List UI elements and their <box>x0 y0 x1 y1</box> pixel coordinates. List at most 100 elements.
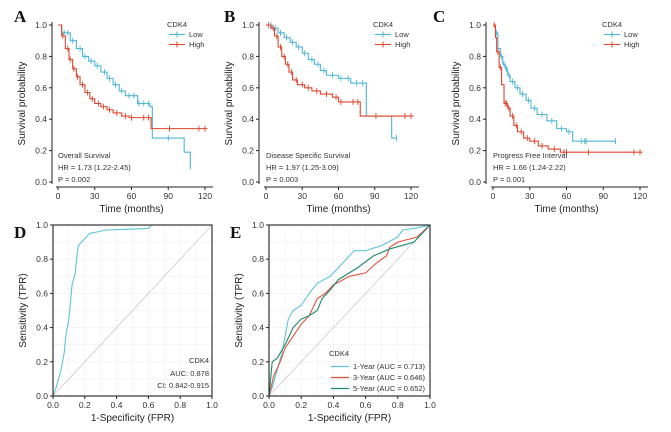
y-axis-label: Survival probability <box>224 62 235 146</box>
y-axis-label: Survival probability <box>451 62 462 146</box>
legend-label-low: Low <box>189 30 203 39</box>
x-tick-label: 0 <box>56 191 61 201</box>
legend-label-high: High <box>624 40 639 49</box>
y-tick-label: 1.0 <box>469 20 481 30</box>
x-tick-label: 0.4 <box>111 400 123 410</box>
y-tick-label: 0.8 <box>469 51 481 61</box>
diagonal-reference-line <box>52 224 213 397</box>
legend-label-high: High <box>189 40 204 49</box>
legend-label-low: Low <box>624 30 638 39</box>
series-line-low <box>58 24 191 167</box>
y-tick-label: 0.4 <box>35 114 47 124</box>
legend-label: 5-Year (AUC = 0.652) <box>353 384 426 393</box>
y-axis-label: Sensitivity (TPR) <box>234 273 245 347</box>
panel-label: B <box>224 7 235 26</box>
panel-label: D <box>14 223 26 242</box>
x-tick-label: 0.2 <box>295 400 307 410</box>
panel-label: C <box>433 7 445 26</box>
y-tick-label: 0.8 <box>252 254 264 264</box>
y-tick-label: 0.0 <box>252 391 264 401</box>
y-tick-label: 1.0 <box>252 220 264 230</box>
series-line-3-year-auc-0-646- <box>268 224 431 397</box>
x-axis-label: Time (months) <box>99 204 163 215</box>
x-tick-label: 60 <box>127 191 137 201</box>
annotation-text: HR = 1.97 (1.25-3.09) <box>266 163 339 172</box>
panel-label: E <box>230 223 241 242</box>
x-tick-label: 0 <box>491 191 496 201</box>
x-tick-label: 0.4 <box>327 400 339 410</box>
x-tick-label: 30 <box>90 191 100 201</box>
y-tick-label: 1.0 <box>36 220 48 230</box>
x-tick-label: 60 <box>334 191 344 201</box>
y-tick-label: 0.4 <box>242 114 254 124</box>
x-tick-label: 30 <box>298 191 308 201</box>
y-tick-label: 1.0 <box>35 20 47 30</box>
y-tick-label: 0.8 <box>242 51 254 61</box>
y-tick-label: 0.8 <box>35 51 47 61</box>
series-line-high <box>266 24 414 117</box>
y-tick-label: 0.2 <box>35 146 47 156</box>
annotation-text: P = 0.002 <box>58 175 90 184</box>
diagonal-reference-line <box>268 224 431 397</box>
x-tick-label: 120 <box>198 191 212 201</box>
x-axis-label: Time (months) <box>534 204 598 215</box>
y-tick-label: 0.2 <box>242 146 254 156</box>
y-tick-label: 0.2 <box>252 357 264 367</box>
y-tick-label: 0.0 <box>469 177 481 187</box>
x-tick-label: 0.6 <box>360 400 372 410</box>
panel-c: C 0 30 60 90 120 0.0 0.2 0.4 0.6 0.8 1.0 Time (month… <box>433 7 648 215</box>
y-axis-label: Survival probability <box>17 62 28 146</box>
x-tick-label: 1.0 <box>424 400 436 410</box>
y-tick-label: 0.4 <box>469 114 481 124</box>
x-tick-label: 90 <box>164 191 174 201</box>
series-line-high <box>58 24 208 130</box>
x-tick-label: 0.0 <box>263 400 275 410</box>
panel-b: B 0 30 60 90 120 0.0 0.2 0.4 0.6 0.8 1.0 Time (month… <box>224 7 419 215</box>
panel-d: D 0.0 0.2 0.4 0.6 0.8 1.0 0.0 0.2 0.4 0.6 0.8 1.0 1-S… <box>14 220 218 424</box>
legend-label-low: Low <box>395 30 409 39</box>
x-axis-label: Time (months) <box>306 204 370 215</box>
y-tick-label: 1.0 <box>242 20 254 30</box>
y-tick-label: 0.8 <box>36 254 48 264</box>
series-line-1-year-auc-0-713- <box>268 224 431 397</box>
series-line-high <box>493 24 643 153</box>
series-line-low <box>493 24 616 142</box>
legend-label: 1-Year (AUC = 0.713) <box>353 362 426 371</box>
x-tick-label: 0.2 <box>79 400 91 410</box>
y-tick-label: 0.2 <box>469 146 481 156</box>
y-tick-label: 0.4 <box>252 323 264 333</box>
y-tick-label: 0.0 <box>35 177 47 187</box>
plot-frame <box>268 224 431 397</box>
legend-title: CDK4 <box>373 20 393 29</box>
series-line-roc <box>52 224 212 397</box>
x-tick-label: 0.8 <box>392 400 404 410</box>
annotation-text: Disease Specific Survival <box>266 151 351 160</box>
x-tick-label: 0.8 <box>174 400 186 410</box>
annotation-text: P = 0.003 <box>266 175 298 184</box>
x-tick-label: 1.0 <box>206 400 218 410</box>
y-tick-label: 0.6 <box>36 288 48 298</box>
legend-entry: AUC: 0.878 <box>170 369 209 378</box>
legend-title: CDK4 <box>329 349 349 358</box>
x-axis-label: 1-Specificity (FPR) <box>91 413 174 424</box>
y-axis-label: Sensitivity (TPR) <box>18 273 29 347</box>
legend-title: CDK4 <box>602 20 622 29</box>
panel-e: E 0.0 0.2 0.4 0.6 0.8 1.0 0.0 0.2 0.4 0.6 0.8 1.0 1-S… <box>230 220 436 424</box>
annotation-text: HR = 1.73 (1.22-2.45) <box>58 163 131 172</box>
panel-label: A <box>14 7 27 26</box>
annotation-text: Overall Survival <box>58 151 111 160</box>
y-tick-label: 0.6 <box>35 83 47 93</box>
legend-title: CDK4 <box>167 20 187 29</box>
legend-label: 3-Year (AUC = 0.646) <box>353 373 426 382</box>
x-tick-label: 60 <box>562 191 572 201</box>
y-tick-label: 0.6 <box>469 83 481 93</box>
plot-frame <box>52 224 213 397</box>
y-tick-label: 0.0 <box>36 391 48 401</box>
x-tick-label: 30 <box>525 191 535 201</box>
y-tick-label: 0.6 <box>242 83 254 93</box>
x-tick-label: 0.6 <box>142 400 154 410</box>
x-tick-label: 120 <box>633 191 647 201</box>
x-tick-label: 0 <box>264 191 269 201</box>
